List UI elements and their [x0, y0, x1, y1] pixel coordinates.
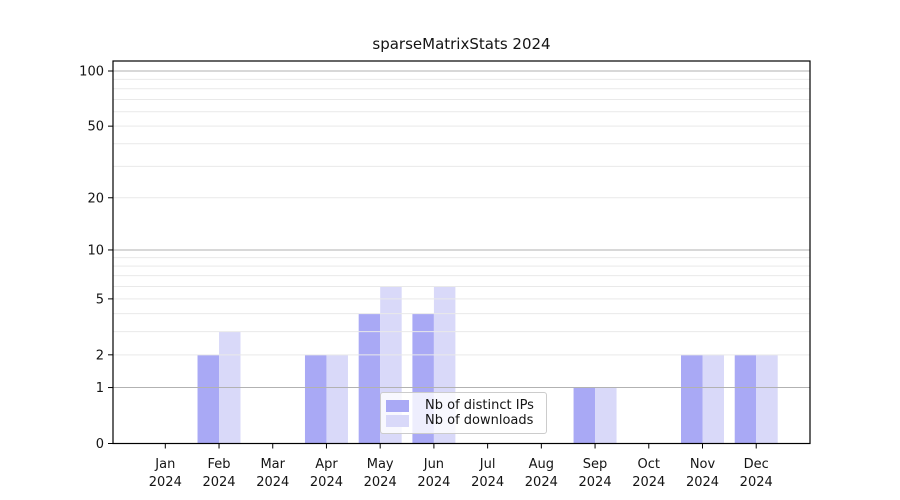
- x-tick-label-year: 2024: [471, 475, 504, 490]
- x-tick-label-month: Dec: [744, 457, 769, 472]
- legend-item-distinct-ips: Nb of distinct IPs: [386, 398, 538, 413]
- legend-label-distinct-ips: Nb of distinct IPs: [425, 398, 534, 413]
- x-tick-label-year: 2024: [149, 475, 182, 490]
- bar-may-series0: [358, 313, 381, 444]
- bar-dec-series0: [734, 354, 757, 444]
- legend-label-downloads: Nb of downloads: [425, 413, 534, 428]
- x-tick-label-year: 2024: [525, 475, 558, 490]
- x-tick-label-year: 2024: [632, 475, 665, 490]
- y-tick-label: 5: [96, 292, 104, 307]
- y-tick-label: 100: [79, 65, 104, 80]
- bar-nov-series0: [681, 354, 703, 444]
- bar-sep-series0: [573, 387, 596, 444]
- x-tick-label-year: 2024: [417, 475, 450, 490]
- y-tick-label: 2: [96, 348, 104, 363]
- legend: Nb of distinct IPs Nb of downloads: [380, 392, 547, 434]
- x-tick-label-year: 2024: [310, 475, 343, 490]
- bar-nov-series1: [702, 354, 724, 444]
- legend-swatch-downloads: [386, 414, 409, 427]
- x-tick-label-month: Jun: [423, 457, 444, 472]
- x-tick-label-year: 2024: [686, 475, 719, 490]
- x-tick-label-month: Mar: [260, 457, 285, 472]
- y-tick-label: 0: [96, 437, 104, 452]
- x-tick-label-year: 2024: [740, 475, 773, 490]
- x-tick-label-year: 2024: [364, 475, 397, 490]
- y-tick-label: 1: [96, 381, 104, 396]
- plot-frame: [112, 60, 811, 445]
- x-tick-label-month: Feb: [208, 457, 231, 472]
- bar-dec-series1: [756, 354, 778, 444]
- x-tick-label-year: 2024: [579, 475, 612, 490]
- x-tick-label-month: Sep: [583, 457, 608, 472]
- x-tick-label-year: 2024: [202, 475, 235, 490]
- y-tick-label: 50: [87, 120, 104, 135]
- x-tick-label-month: Nov: [690, 457, 716, 472]
- x-tick-label-year: 2024: [256, 475, 289, 490]
- x-tick-label-month: Oct: [638, 457, 660, 472]
- bar-sep-series1: [595, 387, 617, 444]
- y-tick-label: 10: [87, 243, 104, 258]
- bar-apr-series1: [326, 354, 348, 444]
- y-tick-label: 20: [87, 191, 104, 206]
- chart-title: sparseMatrixStats 2024: [372, 35, 551, 53]
- x-tick-label-month: May: [367, 457, 394, 472]
- legend-item-downloads: Nb of downloads: [386, 413, 538, 428]
- x-tick-label-month: Apr: [315, 457, 338, 472]
- x-tick-label-month: Jan: [154, 457, 175, 472]
- x-tick-label-month: Aug: [529, 457, 554, 472]
- x-tick-label-month: Jul: [479, 457, 496, 472]
- legend-swatch-distinct-ips: [386, 399, 409, 412]
- bar-apr-series0: [304, 354, 327, 444]
- bar-feb-series0: [197, 354, 220, 444]
